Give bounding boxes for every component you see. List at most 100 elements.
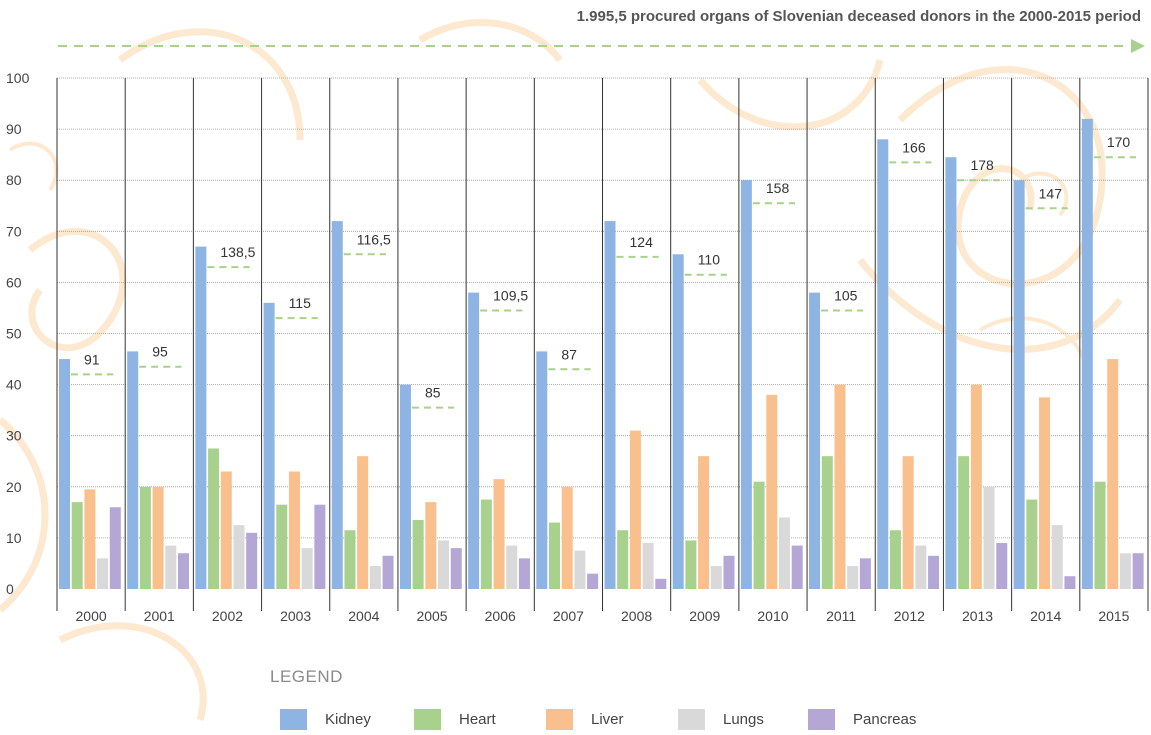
x-tick-label: 2001 (144, 608, 175, 624)
bar-pancreas-2008 (655, 578, 667, 589)
total-label-2007: 87 (561, 346, 577, 362)
bar-heart-2000 (71, 502, 83, 589)
bar-kidney-2000 (59, 359, 70, 589)
bar-kidney-2013 (945, 157, 957, 589)
bar-heart-2007 (549, 522, 561, 589)
legend-label-kidney: Kidney (325, 711, 371, 728)
bar-lungs-2003 (301, 548, 313, 589)
bar-liver-2000 (84, 489, 96, 589)
bar-heart-2010 (753, 481, 765, 589)
bar-pancreas-2007 (587, 573, 599, 589)
total-label-2015: 170 (1107, 134, 1131, 150)
chart-title: 1.995,5 procured organs of Slovenian dec… (576, 8, 1141, 25)
bar-heart-2015 (1094, 481, 1106, 589)
total-label-2002: 138,5 (220, 244, 255, 260)
x-tick-label: 2002 (212, 608, 243, 624)
total-label-2004: 116,5 (357, 231, 391, 247)
bar-heart-2006 (480, 499, 492, 589)
bar-chart: 0 10 20 30 40 50 60 70 80 90 100 2000 91 2001 95 2002 13… (6, 39, 1149, 624)
bar-heart-2013 (958, 456, 970, 589)
bar-lungs-2000 (97, 558, 109, 589)
total-label-2001: 95 (152, 344, 168, 360)
bar-pancreas-2001 (177, 553, 189, 589)
bar-pancreas-2014 (1064, 576, 1076, 589)
bar-kidney-2006 (468, 292, 480, 589)
bar-liver-2015 (1107, 359, 1119, 589)
legend-swatch-heart (414, 709, 441, 730)
bar-pancreas-2015 (1132, 553, 1144, 589)
legend-swatch-kidney (280, 709, 307, 730)
bar-liver-2002 (220, 471, 232, 589)
bar-kidney-2009 (672, 254, 684, 590)
bar-lungs-2012 (915, 545, 927, 589)
bar-kidney-2005 (399, 384, 411, 589)
bar-liver-2007 (561, 486, 573, 589)
legend-item-kidney: Kidney (280, 709, 371, 730)
bar-kidney-2011 (809, 292, 821, 589)
y-tick-label: 10 (6, 530, 22, 546)
bar-heart-2009 (685, 540, 697, 589)
legend-label-heart: Heart (459, 711, 496, 728)
bar-lungs-2006 (506, 545, 518, 589)
x-tick-label: 2006 (485, 608, 516, 624)
bar-liver-2001 (152, 486, 164, 589)
bar-pancreas-2010 (791, 545, 803, 589)
total-label-2008: 124 (630, 234, 654, 250)
bar-heart-2011 (821, 456, 833, 589)
legend-label-liver: Liver (591, 711, 624, 728)
x-tick-label: 2012 (894, 608, 925, 624)
legend-label-pancreas: Pancreas (853, 711, 917, 728)
total-label-2003: 115 (289, 295, 312, 311)
bar-heart-2014 (1026, 499, 1038, 589)
bar-lungs-2004 (369, 566, 381, 589)
bar-heart-2001 (139, 486, 151, 589)
x-tick-label: 2003 (280, 608, 311, 624)
bar-kidney-2012 (877, 139, 889, 589)
bar-heart-2005 (412, 520, 424, 589)
x-tick-label: 2010 (757, 608, 788, 624)
y-tick-label: 90 (6, 121, 22, 137)
x-tick-label: 2005 (416, 608, 447, 624)
bar-pancreas-2013 (996, 543, 1008, 589)
bar-heart-2012 (889, 530, 901, 589)
bar-pancreas-2005 (450, 548, 462, 589)
bar-liver-2008 (629, 430, 641, 589)
legend-heading: LEGEND (270, 667, 343, 686)
y-tick-label: 0 (6, 581, 14, 597)
bar-kidney-2001 (127, 351, 139, 589)
x-tick-label: 2011 (826, 608, 856, 624)
legend-swatch-liver (546, 709, 573, 730)
bar-lungs-2010 (778, 517, 790, 589)
x-tick-label: 2004 (348, 608, 379, 624)
bar-pancreas-2000 (109, 507, 121, 589)
bar-heart-2003 (276, 504, 288, 589)
bar-pancreas-2011 (859, 558, 871, 589)
y-tick-label: 100 (6, 70, 30, 86)
bar-lungs-2013 (983, 486, 995, 589)
bar-kidney-2002 (195, 246, 207, 589)
total-label-2014: 147 (1039, 185, 1063, 201)
x-tick-label: 2007 (553, 608, 584, 624)
legend-label-lungs: Lungs (723, 711, 764, 728)
legend-item-pancreas: Pancreas (808, 709, 916, 730)
total-label-2005: 85 (425, 385, 441, 401)
y-tick-label: 40 (6, 377, 22, 393)
total-label-2011: 105 (834, 288, 858, 304)
bar-liver-2004 (357, 456, 369, 589)
bar-kidney-2014 (1013, 180, 1025, 589)
bar-kidney-2015 (1081, 118, 1093, 589)
bar-liver-2003 (288, 471, 300, 589)
bar-lungs-2007 (574, 550, 586, 589)
bar-heart-2004 (344, 530, 356, 589)
x-tick-label: 2008 (621, 608, 652, 624)
bar-lungs-2014 (1051, 525, 1063, 589)
total-label-2010: 158 (766, 180, 790, 196)
bar-lungs-2002 (233, 525, 245, 589)
bar-pancreas-2004 (382, 555, 394, 589)
bar-liver-2012 (902, 456, 914, 589)
bar-pancreas-2002 (246, 532, 258, 589)
legend-item-heart: Heart (414, 709, 496, 730)
bar-pancreas-2009 (723, 555, 735, 589)
x-tick-label: 2000 (76, 608, 107, 624)
bar-kidney-2004 (331, 221, 343, 589)
